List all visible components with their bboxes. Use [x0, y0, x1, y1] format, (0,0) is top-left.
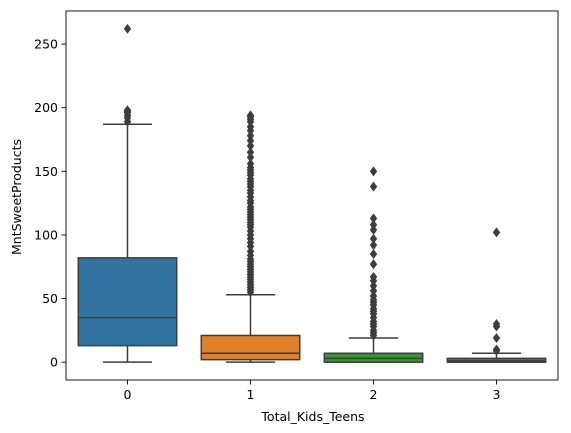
outlier-point	[369, 213, 378, 224]
x-tick-label: 2	[370, 387, 378, 402]
y-tick-label: 150	[34, 164, 58, 179]
y-tick-label: 100	[34, 227, 58, 242]
outlier-point	[246, 110, 255, 121]
boxes-layer	[77, 23, 547, 363]
x-tick-label: 1	[247, 387, 255, 402]
box-3	[446, 227, 547, 363]
plot-frame	[65, 10, 559, 381]
iqr-box	[77, 257, 178, 347]
y-tick-label: 0	[50, 355, 58, 370]
y-axis-label: MntSweetProducts	[9, 139, 24, 255]
outlier-point	[369, 259, 378, 270]
outlier-point	[123, 23, 132, 34]
box-0	[77, 23, 178, 363]
x-axis-label: Total_Kids_Teens	[260, 409, 364, 424]
outlier-point	[246, 130, 255, 141]
outlier-point	[369, 240, 378, 251]
outlier-point	[246, 152, 255, 163]
y-tick-label: 50	[42, 291, 58, 306]
outlier-point	[369, 249, 378, 260]
outlier-point	[369, 291, 378, 302]
y-tick-label: 250	[34, 37, 58, 52]
outlier-point	[369, 219, 378, 230]
x-tick-label: 3	[493, 387, 501, 402]
outlier-point	[246, 140, 255, 151]
outlier-point	[369, 233, 378, 244]
outlier-point	[492, 227, 501, 238]
box-2	[323, 166, 424, 363]
iqr-box	[200, 334, 301, 361]
outlier-point	[492, 319, 501, 330]
y-tick-label: 200	[34, 100, 58, 115]
plot-area	[65, 10, 559, 381]
outlier-point	[369, 285, 378, 296]
outlier-point	[246, 135, 255, 146]
outlier-point	[369, 166, 378, 177]
outlier-point	[246, 147, 255, 158]
outlier-point	[246, 158, 255, 169]
outlier-point	[123, 105, 132, 116]
outlier-point	[492, 333, 501, 344]
box-1	[200, 110, 301, 363]
outlier-point	[369, 224, 378, 235]
x-tick-label: 0	[124, 387, 132, 402]
x-axis: 0 1 2 3	[124, 380, 501, 402]
y-axis: 0 50 100 150 200 250	[34, 37, 66, 370]
outlier-point	[369, 271, 378, 282]
outlier-point	[246, 121, 255, 132]
outlier-point	[369, 280, 378, 291]
outlier-point	[369, 181, 378, 192]
outlier-point	[492, 344, 501, 355]
outlier-point	[246, 246, 255, 257]
